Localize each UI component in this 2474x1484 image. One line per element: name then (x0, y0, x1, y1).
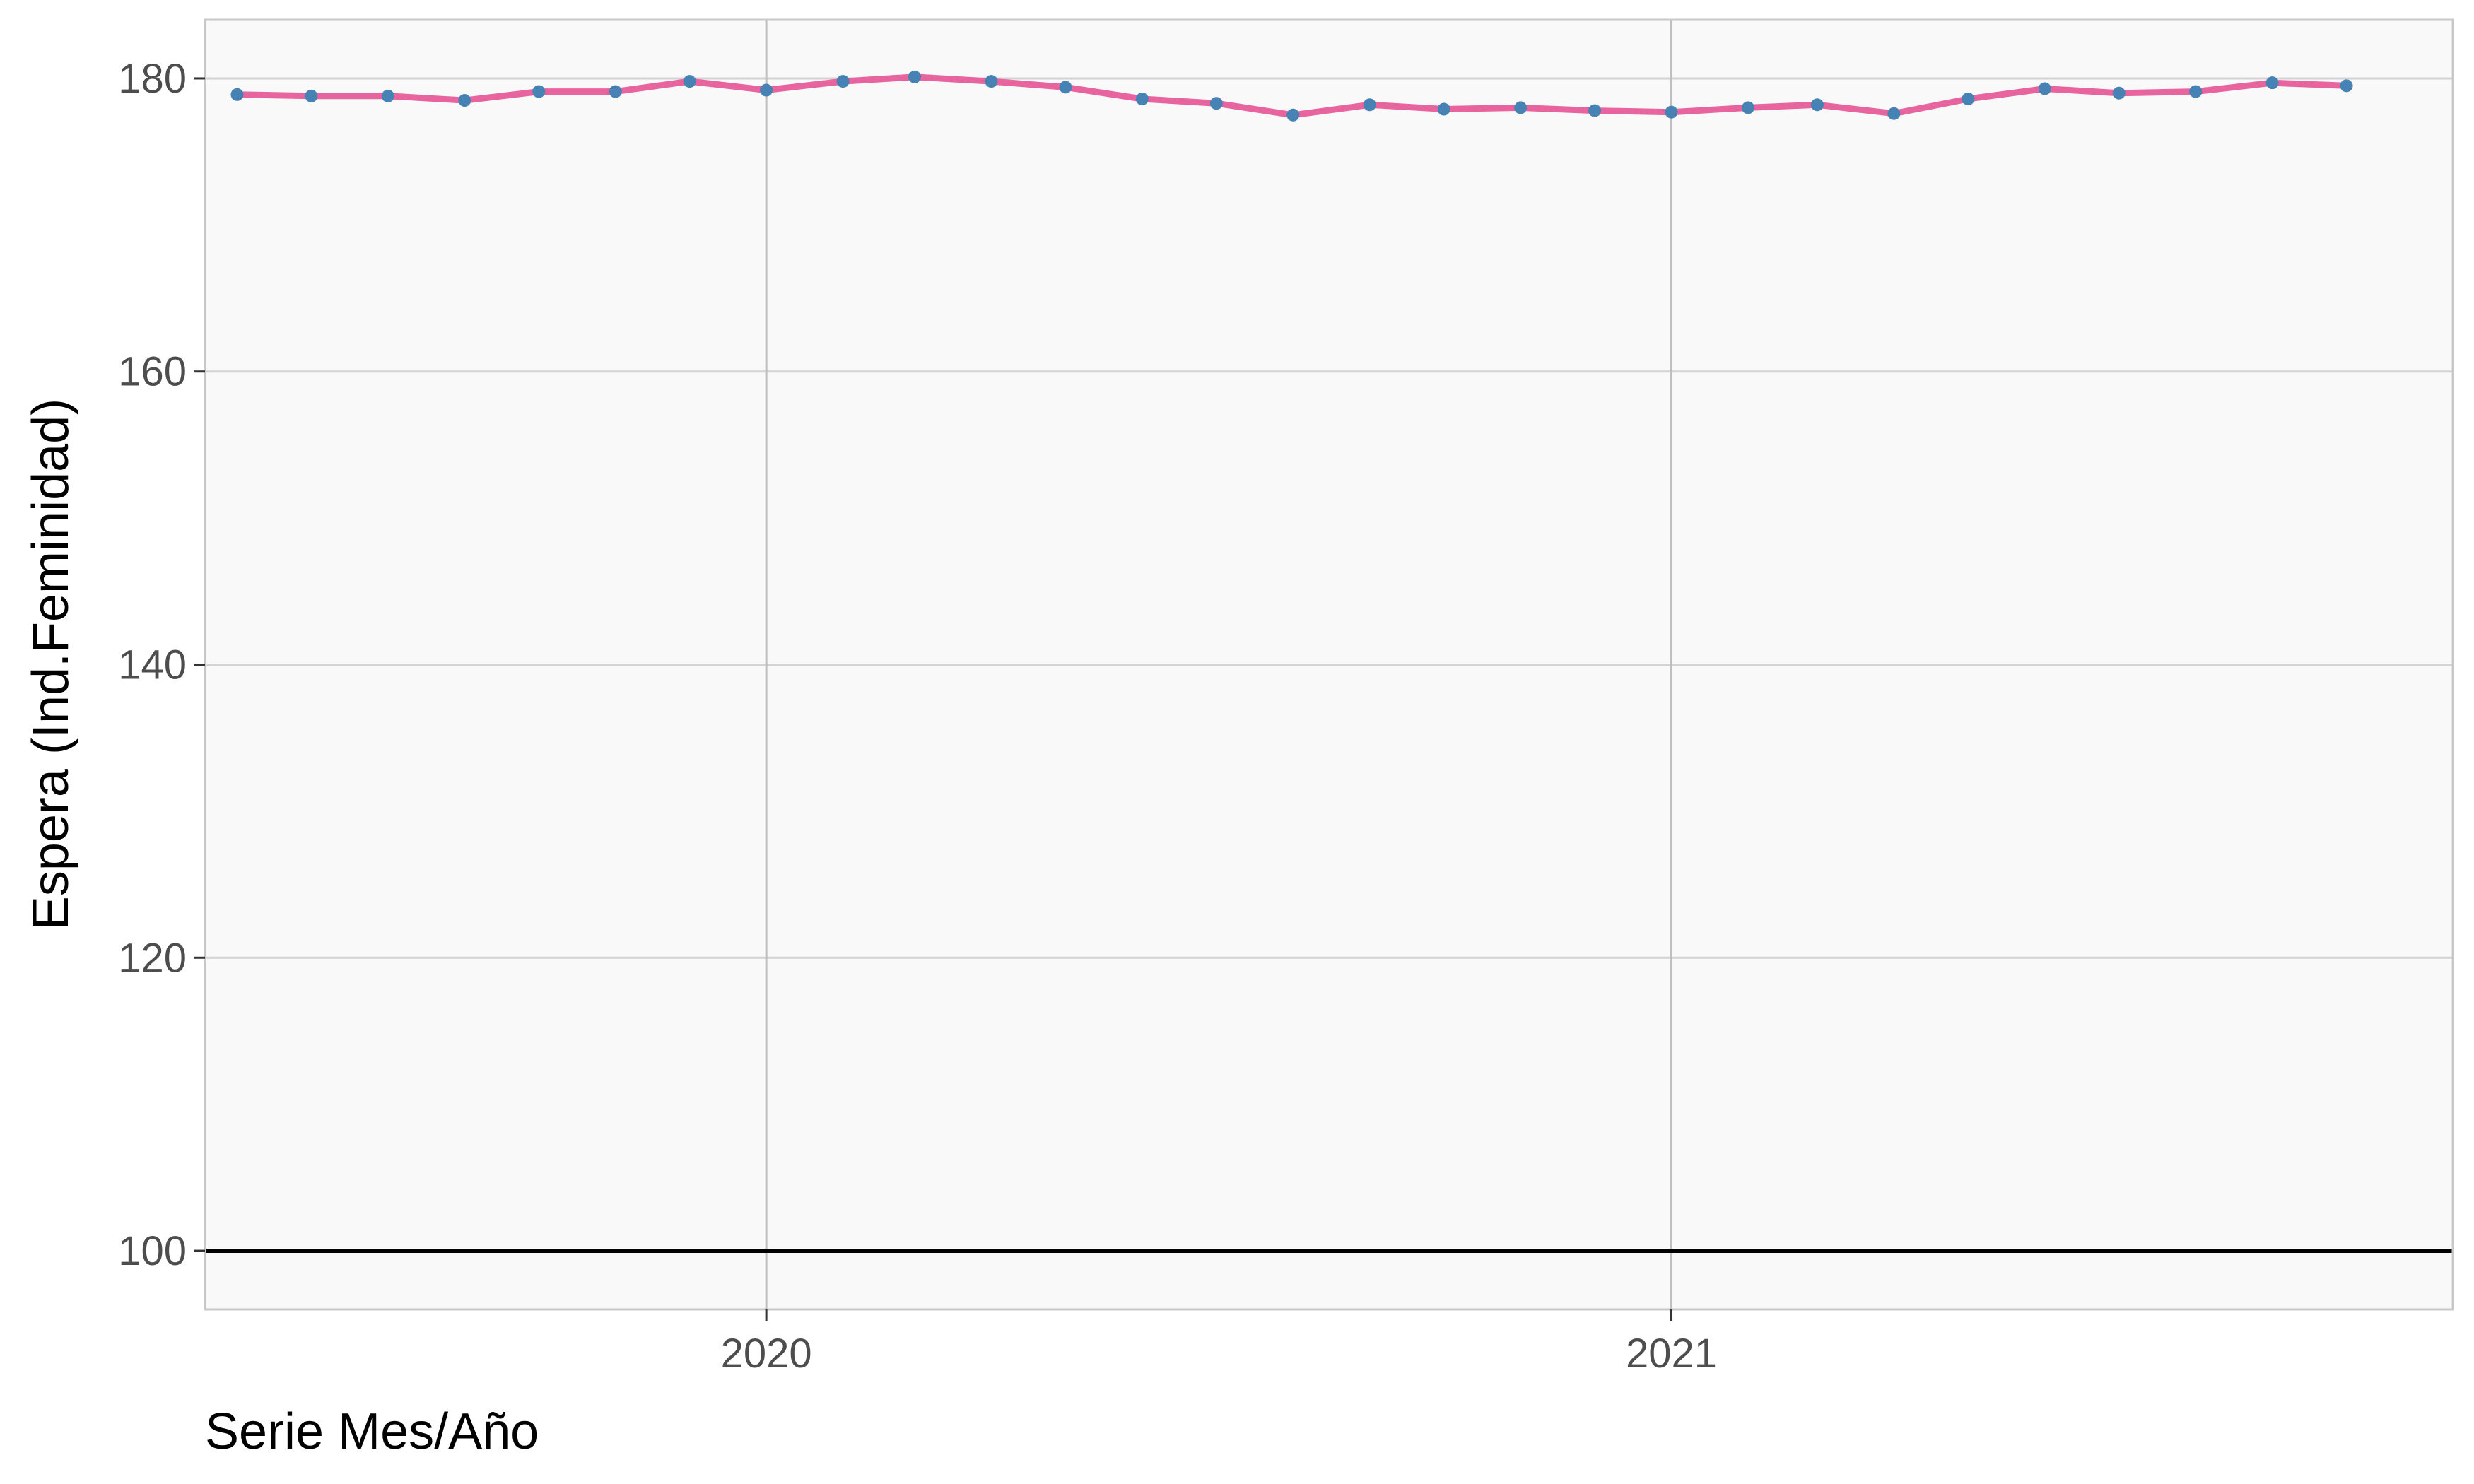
data-point (2112, 86, 2126, 100)
data-point (1665, 105, 1678, 119)
data-point (1437, 102, 1450, 116)
data-point (683, 75, 696, 88)
y-axis-title: Espera (Ind.Feminidad) (23, 399, 79, 930)
data-point (1741, 101, 1754, 114)
data-point (1135, 92, 1149, 105)
data-point (1962, 92, 1975, 105)
data-point (2038, 82, 2051, 95)
data-point (1514, 101, 1528, 114)
series-layer (230, 70, 2353, 122)
axis-ticks: 100 120 140 160 180 2020 2021 (118, 56, 1717, 1377)
x-tick-label: 2021 (1626, 1331, 1717, 1377)
y-tick-label: 160 (118, 349, 187, 395)
data-point (609, 85, 622, 98)
data-point (1810, 98, 1824, 112)
data-point (985, 75, 998, 88)
data-point (2265, 76, 2279, 90)
data-point (305, 89, 318, 102)
data-point (836, 75, 850, 88)
data-point (458, 94, 471, 107)
data-point (760, 83, 773, 97)
data-point (230, 88, 244, 101)
data-point (532, 85, 546, 98)
x-tick-label: 2020 (721, 1331, 812, 1377)
data-point (1363, 98, 1376, 112)
data-point (1887, 107, 1901, 120)
y-tick-label: 120 (118, 935, 187, 981)
x-axis-title: Serie Mes/Año (205, 1403, 539, 1460)
data-point (2340, 79, 2353, 93)
y-tick-label: 100 (118, 1228, 187, 1274)
data-point (908, 70, 922, 83)
data-point (381, 89, 394, 102)
data-point (1286, 108, 1300, 122)
data-point (1059, 81, 1072, 94)
y-tick-label: 180 (118, 56, 187, 102)
data-point (2189, 85, 2203, 98)
data-point (1209, 97, 1223, 110)
y-tick-label: 140 (118, 642, 187, 688)
data-point (1588, 104, 1602, 117)
